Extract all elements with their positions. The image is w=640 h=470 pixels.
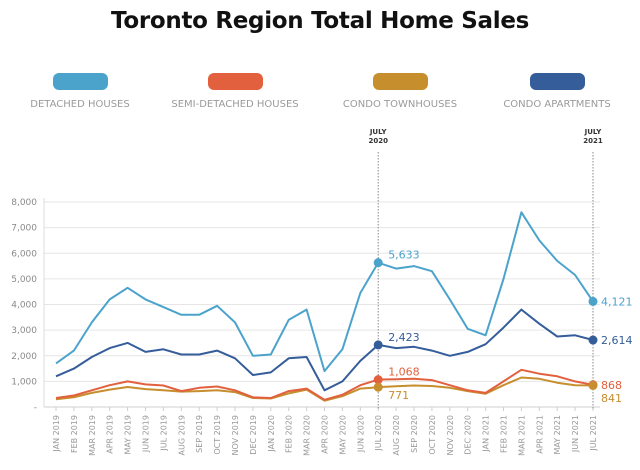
- x-tick-label: DEC 2020: [464, 415, 473, 455]
- y-tick-label: 8,000: [11, 198, 37, 208]
- data-label-condo-apartments: 2,614: [601, 334, 633, 347]
- x-tick-label: APR 2021: [535, 415, 544, 454]
- legend: DETACHED HOUSES SEMI-DETACHED HOUSES CON…: [0, 73, 640, 123]
- data-point-semi-detached-houses: [373, 375, 383, 385]
- x-tick-label: MAR 2021: [517, 415, 526, 456]
- y-tick-label: 5,000: [11, 275, 37, 285]
- y-tick-label: 3,000: [11, 326, 37, 336]
- reference-label: 2021: [583, 137, 603, 145]
- chart-title: Toronto Region Total Home Sales: [110, 8, 530, 34]
- legend-swatch-condo-townhouses: [372, 73, 428, 90]
- x-tick-label: MAR 2019: [88, 415, 97, 456]
- data-point-condo-townhouses: [373, 382, 383, 392]
- reference-label: 2020: [368, 137, 388, 145]
- legend-item-condo-apartments: CONDO APARTMENTS: [477, 73, 637, 110]
- x-tick-label: SEP 2020: [410, 415, 419, 453]
- legend-swatch-detached: [52, 73, 108, 90]
- x-tick-label: JAN 2020: [267, 415, 276, 453]
- series-line-detached-houses: [55, 211, 594, 373]
- x-tick-label: SEP 2019: [195, 415, 204, 453]
- x-tick-label: JUL 2019: [159, 415, 168, 452]
- x-tick-label: JUN 2019: [142, 415, 151, 453]
- x-tick-label: AUG 2019: [177, 415, 186, 455]
- legend-label-detached: DETACHED HOUSES: [30, 99, 130, 110]
- x-tick-label: MAR 2020: [303, 415, 312, 456]
- data-label-detached-houses: 4,121: [601, 295, 633, 308]
- series-line-semi-detached-houses: [55, 368, 594, 401]
- reference-label: JULY: [369, 128, 388, 136]
- legend-swatch-condo-apartments: [529, 73, 585, 90]
- y-tick-label: 2,000: [11, 352, 37, 362]
- x-tick-label: AUG 2020: [392, 415, 401, 455]
- x-tick-label: OCT 2019: [213, 415, 222, 455]
- y-tick-label: 6,000: [11, 249, 37, 259]
- x-tick-label: JUN 2021: [571, 415, 580, 453]
- data-point-detached-houses: [373, 258, 383, 268]
- legend-item-semi-detached: SEMI-DETACHED HOUSES: [155, 73, 315, 110]
- x-tick-label: MAY 2021: [553, 415, 562, 455]
- x-tick-label: JUL 2021: [589, 415, 598, 452]
- x-tick-label: APR 2020: [321, 415, 330, 454]
- data-label-condo-apartments: 2,423: [388, 331, 420, 344]
- x-tick-label: FEB 2021: [500, 415, 509, 453]
- x-tick-label: MAY 2020: [338, 415, 347, 455]
- legend-swatch-semi-detached: [207, 73, 263, 90]
- legend-item-detached: DETACHED HOUSES: [0, 73, 160, 110]
- x-tick-label: FEB 2019: [70, 415, 79, 453]
- legend-label-semi-detached: SEMI-DETACHED HOUSES: [171, 99, 299, 110]
- x-tick-label: MAY 2019: [124, 415, 133, 455]
- data-label-condo-townhouses: 841: [601, 392, 622, 405]
- data-point-condo-townhouses: [588, 380, 598, 390]
- x-tick-label: JUL 2020: [374, 415, 383, 452]
- legend-label-condo-townhouses: CONDO TOWNHOUSES: [342, 99, 458, 110]
- legend-label-condo-apartments: CONDO APARTMENTS: [503, 99, 611, 110]
- x-tick-label: APR 2019: [106, 415, 115, 454]
- y-tick-label: 4,000: [11, 301, 37, 311]
- data-label-detached-houses: 5,633: [388, 249, 420, 262]
- data-label-semi-detached-houses: 868: [601, 379, 622, 392]
- y-tick-label: 7,000: [11, 224, 37, 234]
- reference-label: JULY: [584, 128, 603, 136]
- y-tick-label: 1,000: [11, 377, 37, 387]
- x-tick-label: JAN 2019: [52, 415, 61, 453]
- x-tick-label: FEB 2020: [285, 415, 294, 453]
- x-tick-label: JAN 2021: [482, 415, 491, 453]
- data-point-detached-houses: [588, 296, 598, 306]
- x-tick-label: NOV 2020: [446, 415, 455, 456]
- y-tick-label: -: [34, 403, 37, 413]
- x-tick-label: NOV 2019: [231, 415, 240, 456]
- series-line-condo-apartments: [55, 308, 594, 392]
- data-point-condo-apartments: [373, 340, 383, 350]
- x-tick-label: DEC 2019: [249, 415, 258, 455]
- legend-item-condo-townhouses: CONDO TOWNHOUSES: [320, 73, 480, 110]
- x-tick-label: OCT 2020: [428, 415, 437, 455]
- data-point-condo-apartments: [588, 335, 598, 345]
- x-tick-label: JUN 2020: [356, 415, 365, 453]
- data-label-semi-detached-houses: 1,068: [388, 366, 420, 379]
- data-label-condo-townhouses: 771: [388, 389, 409, 402]
